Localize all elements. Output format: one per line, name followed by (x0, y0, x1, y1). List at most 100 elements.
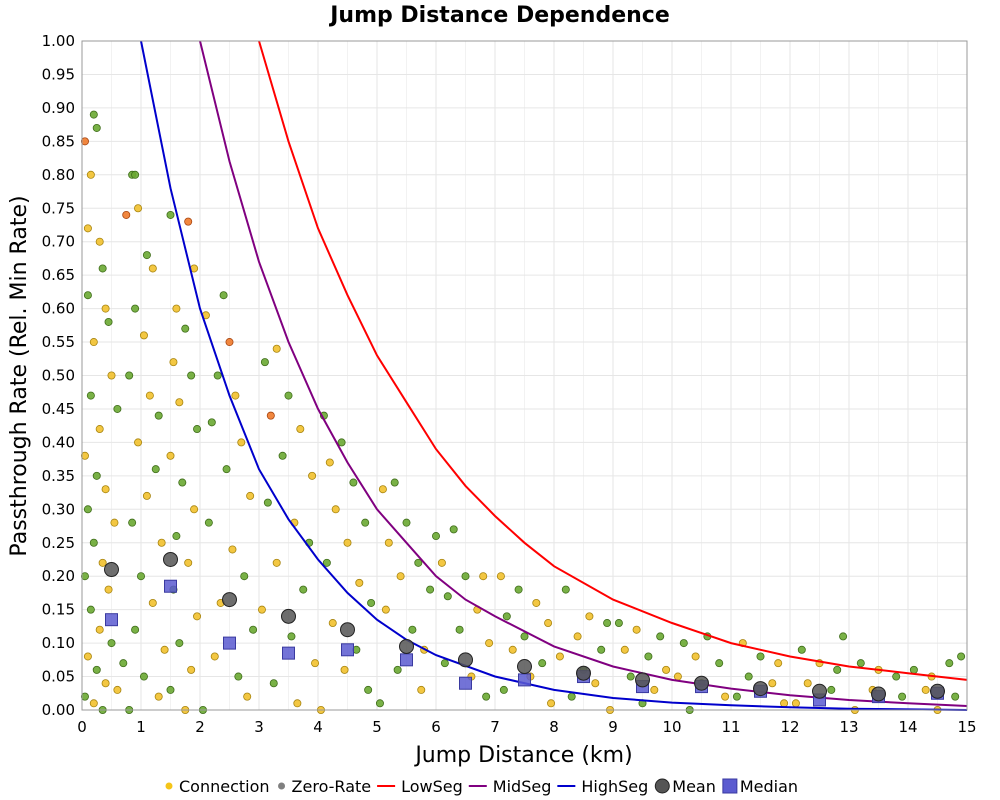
data-point (154, 411, 163, 420)
data-point (396, 572, 405, 581)
data-point (246, 491, 255, 500)
data-point (308, 471, 317, 480)
data-point (98, 264, 107, 273)
data-point (80, 692, 89, 701)
legend: Connection Zero-Rate LowSeg MidSeg HighSeg Me… (165, 777, 798, 796)
data-point (803, 679, 812, 688)
y-tick-label: 0.30 (42, 500, 75, 518)
data-point (325, 458, 334, 467)
mean-marker (340, 622, 355, 638)
data-point (113, 685, 122, 694)
data-point (774, 659, 783, 668)
data-point (89, 699, 98, 708)
legend-highseg-label: HighSeg (581, 777, 648, 796)
data-point (311, 659, 320, 668)
data-point (485, 639, 494, 648)
data-point (662, 665, 671, 674)
data-point (892, 672, 901, 681)
median-marker (223, 636, 236, 650)
data-point (222, 465, 231, 474)
data-point (134, 204, 143, 213)
y-tick-label: 0.70 (42, 233, 75, 251)
data-point (715, 659, 724, 668)
data-point (496, 572, 505, 581)
data-point (591, 679, 600, 688)
data-point (340, 665, 349, 674)
data-point (644, 652, 653, 661)
data-point (98, 558, 107, 567)
data-point (175, 639, 184, 648)
median-marker (164, 579, 177, 593)
data-point (83, 505, 92, 514)
x-tick-label: 4 (313, 718, 323, 736)
data-point (797, 645, 806, 654)
data-point (461, 572, 470, 581)
data-point (101, 304, 110, 313)
data-point (299, 585, 308, 594)
data-point (139, 672, 148, 681)
data-point (110, 518, 119, 527)
y-tick-label: 0.65 (42, 266, 75, 284)
x-tick-label: 0 (77, 718, 87, 736)
data-point (768, 679, 777, 688)
data-point (378, 485, 387, 494)
mean-marker (281, 608, 296, 624)
data-point (92, 665, 101, 674)
y-tick-label: 0.35 (42, 467, 75, 485)
y-tick-label: 0.45 (42, 400, 75, 418)
data-point (207, 418, 216, 427)
data-point (260, 358, 269, 367)
data-point (945, 659, 954, 668)
data-point (107, 371, 116, 380)
data-point (293, 699, 302, 708)
x-tick-label: 15 (957, 718, 976, 736)
mean-marker (753, 681, 768, 697)
data-point (721, 692, 730, 701)
data-point (234, 672, 243, 681)
x-tick-label: 3 (254, 718, 264, 736)
data-point (95, 425, 104, 434)
data-point (328, 619, 337, 628)
mean-marker (812, 683, 827, 699)
data-point (384, 538, 393, 547)
y-axis-ticks: 0.00 0.05 0.10 0.15 0.20 0.25 0.30 0.35 0.40 0.45… (42, 32, 75, 719)
data-point (193, 425, 202, 434)
data-point (95, 237, 104, 246)
data-point (532, 598, 541, 607)
x-tick-label: 8 (549, 718, 559, 736)
data-point (455, 625, 464, 634)
data-point (175, 398, 184, 407)
data-point (679, 639, 688, 648)
data-point (756, 652, 765, 661)
data-point (166, 210, 175, 219)
data-point (650, 685, 659, 694)
legend-connection-label: Connection (179, 777, 270, 796)
y-tick-label: 0.25 (42, 534, 75, 552)
data-point (951, 692, 960, 701)
x-axis-label: Jump Distance (km) (413, 743, 632, 768)
data-point (780, 699, 789, 708)
data-point (296, 425, 305, 434)
x-tick-label: 11 (721, 718, 740, 736)
data-point (190, 505, 199, 514)
y-tick-label: 0.15 (42, 601, 75, 619)
mean-marker (930, 683, 945, 699)
data-point (157, 538, 166, 547)
x-tick-label: 7 (490, 718, 500, 736)
data-point (287, 632, 296, 641)
mean-marker (458, 652, 473, 668)
data-point (148, 598, 157, 607)
data-point (272, 344, 281, 353)
data-point (514, 585, 523, 594)
data-point (187, 371, 196, 380)
data-point (142, 491, 151, 500)
data-point (367, 598, 376, 607)
data-point (80, 451, 89, 460)
x-tick-label: 13 (839, 718, 858, 736)
data-point (243, 692, 252, 701)
data-point (125, 371, 134, 380)
data-point (538, 659, 547, 668)
data-point (417, 685, 426, 694)
x-tick-label: 6 (431, 718, 441, 736)
data-point (263, 498, 272, 507)
